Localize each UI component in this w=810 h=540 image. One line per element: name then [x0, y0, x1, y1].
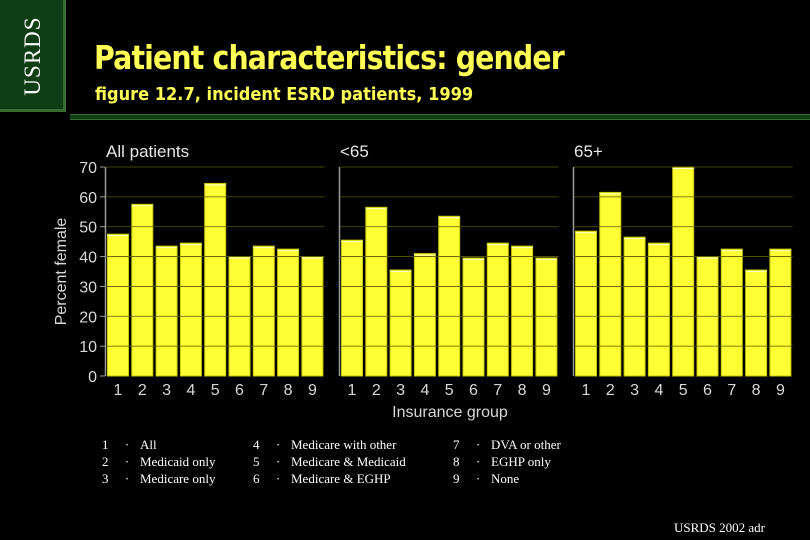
- panel-title: 65+: [574, 142, 603, 161]
- bar: [365, 206, 388, 377]
- x-tick-label: 6: [469, 382, 478, 399]
- y-axis-label: Percent female: [53, 218, 70, 326]
- x-axis-label: Insurance group: [392, 404, 508, 421]
- bar: [413, 253, 436, 377]
- bar: [389, 269, 412, 377]
- legend-column-3: 7 · DVA or other 8 · EGHP only 9 · None: [453, 436, 561, 487]
- bar: [341, 239, 363, 377]
- x-tick-label: 5: [445, 382, 454, 399]
- x-tick-label: 9: [308, 382, 317, 399]
- bar: [511, 245, 534, 377]
- x-tick-label: 2: [606, 382, 615, 399]
- bar: [277, 248, 300, 377]
- panel-title: <65: [340, 142, 369, 161]
- y-tick-label: 60: [79, 190, 97, 207]
- x-tick-label: 6: [235, 382, 244, 399]
- panel-title: All patients: [106, 142, 189, 161]
- bar: [745, 269, 768, 377]
- bar: [623, 236, 646, 377]
- legend-item: 5 · Medicare & Medicaid: [253, 454, 406, 469]
- x-tick-label: 3: [630, 382, 639, 399]
- x-tick-label: 2: [138, 382, 147, 399]
- legend-item: 3 · Medicare only: [102, 471, 216, 486]
- legend-column-1: 1 · All 2 · Medicaid only 3 · Medicare only: [102, 436, 215, 487]
- legend-item: 6 · Medicare & EGHP: [253, 471, 391, 486]
- legend-item: 9 · None: [453, 471, 520, 486]
- y-tick-label: 50: [79, 220, 97, 237]
- x-tick-label: 4: [186, 382, 195, 399]
- y-tick-label: 70: [79, 160, 97, 177]
- y-tick-label: 40: [79, 250, 97, 267]
- y-tick-label: 10: [79, 339, 97, 356]
- x-tick-label: 3: [162, 382, 171, 399]
- y-tick-label: 20: [79, 309, 97, 326]
- usrds-tab: USRDS: [0, 0, 66, 112]
- page-title: Patient characteristics: gender: [94, 38, 565, 77]
- x-tick-label: 3: [396, 382, 405, 399]
- bar: [462, 257, 485, 377]
- bar: [720, 248, 743, 377]
- header-rule: [70, 114, 810, 120]
- page-subtitle: figure 12.7, incident ESRD patients, 199…: [95, 84, 474, 105]
- x-tick-label: 1: [114, 382, 123, 399]
- bar: [672, 166, 695, 377]
- x-tick-label: 7: [259, 382, 268, 399]
- bar: [155, 245, 178, 377]
- x-tick-label: 8: [752, 382, 761, 399]
- x-tick-label: 7: [493, 382, 502, 399]
- x-tick-label: 7: [727, 382, 736, 399]
- legend-item: 4 · Medicare with other: [253, 437, 397, 452]
- footer-credit: USRDS 2002 adr: [674, 520, 766, 535]
- legend-column-2: 4 · Medicare with other 5 · Medicare & Medic…: [253, 436, 406, 487]
- x-tick-label: 4: [420, 382, 429, 399]
- bar: [204, 182, 227, 377]
- y-tick-label: 0: [88, 369, 97, 386]
- bar: [252, 245, 275, 377]
- bar: [647, 242, 670, 377]
- y-tick-label: 30: [79, 279, 97, 296]
- x-tick-label: 8: [518, 382, 527, 399]
- x-tick-label: 8: [284, 382, 293, 399]
- legend-item: 2 · Medicaid only: [102, 454, 216, 469]
- legend-item: 8 · EGHP only: [453, 454, 551, 469]
- bar: [599, 191, 622, 377]
- x-tick-label: 6: [703, 382, 712, 399]
- x-tick-label: 5: [679, 382, 688, 399]
- bar: [486, 242, 509, 377]
- bar: [179, 242, 202, 377]
- bar: [107, 233, 129, 377]
- legend-item: 1 · All: [102, 437, 157, 452]
- bar: [575, 230, 597, 377]
- x-tick-label: 1: [348, 382, 357, 399]
- x-tick-label: 9: [542, 382, 551, 399]
- bar: [438, 215, 461, 377]
- x-tick-label: 1: [582, 382, 591, 399]
- x-tick-label: 9: [776, 382, 785, 399]
- x-tick-label: 4: [654, 382, 663, 399]
- x-tick-label: 5: [211, 382, 220, 399]
- legend-item: 7 · DVA or other: [453, 437, 561, 452]
- bar: [131, 203, 154, 377]
- bar: [769, 248, 792, 377]
- bar: [535, 257, 558, 377]
- x-tick-label: 2: [372, 382, 381, 399]
